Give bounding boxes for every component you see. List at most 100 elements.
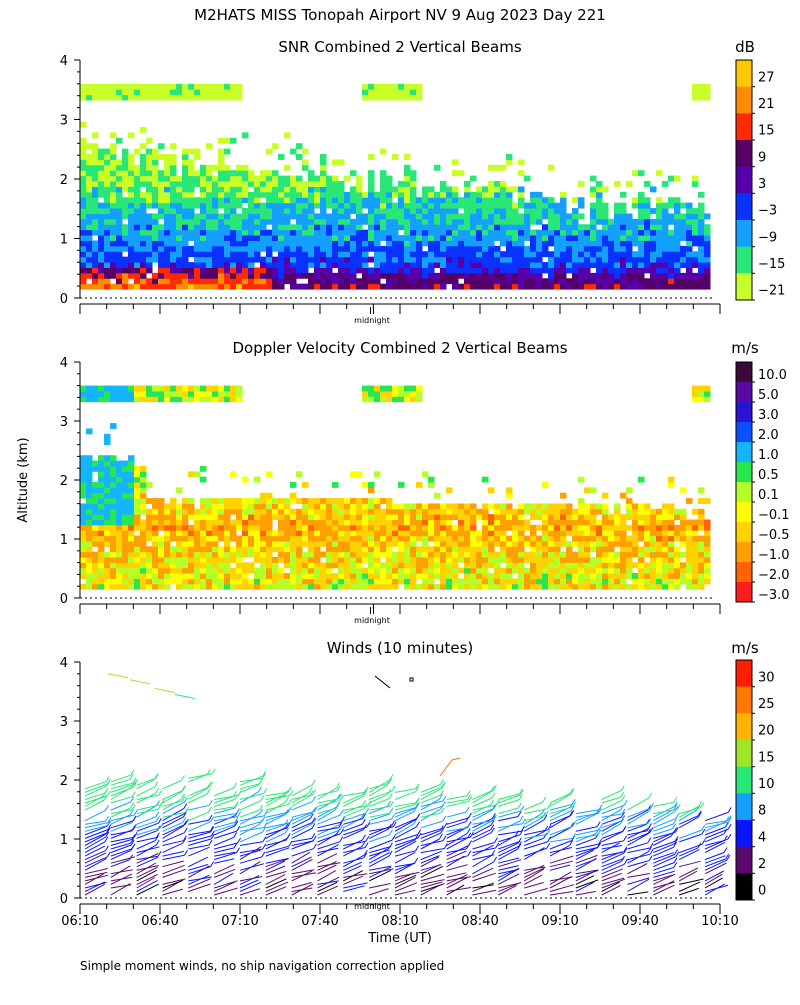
heat-cell [284,203,291,209]
heat-cell [338,235,345,241]
heat-cell [272,197,279,203]
heat-cell [362,278,369,284]
heat-cell [506,154,513,160]
heat-cell [698,208,705,214]
heat-cell [536,568,543,574]
heat-cell [662,284,669,290]
heat-cell [122,477,129,483]
heat-cell [140,197,147,203]
heat-cell [386,536,393,542]
heat-cell [644,578,651,584]
heat-cell [404,530,411,536]
heat-cell [656,170,663,176]
heat-cell [242,213,249,219]
wind-barb [550,794,571,806]
heat-cell [518,278,525,284]
heat-cell [158,84,165,90]
heat-cell [164,391,171,397]
heat-cell [422,262,429,268]
heat-cell [434,192,441,198]
heat-cell [536,509,543,515]
heat-cell [488,552,495,558]
heat-cell [524,573,531,579]
heat-cell [368,573,375,579]
heat-cell [392,89,399,95]
heat-cell [212,568,219,574]
heat-cell [362,557,369,563]
heat-cell [182,278,189,284]
heat-cell [590,509,597,515]
heat-cell [560,262,567,268]
heat-cell [446,503,453,509]
heat-cell [224,541,231,547]
wind-barb [524,830,548,835]
heat-cell [374,284,381,290]
heat-cell [422,568,429,574]
heat-cell [416,520,423,526]
heat-cell [410,568,417,574]
heat-cell [284,213,291,219]
heat-cell [596,267,603,273]
heat-cell [134,246,141,252]
heat-cell [140,584,147,590]
heat-cell [518,562,525,568]
heat-cell [122,89,129,95]
heat-cell [440,568,447,574]
heat-cell [296,525,303,531]
heat-cell [536,192,543,198]
heat-cell [482,192,489,198]
heat-cell [212,208,219,214]
heat-cell [656,230,663,236]
heat-cell [116,471,123,477]
heat-cell [332,503,339,509]
heat-cell [416,584,423,590]
heat-cell [152,546,159,552]
heat-cell [608,230,615,236]
heat-cell [332,257,339,263]
heat-cell [410,176,417,182]
heat-cell [662,203,669,209]
heat-cell [674,284,681,290]
heat-cell [446,186,453,192]
heat-cell [686,546,693,552]
heat-cell [422,520,429,526]
heat-cell [386,525,393,531]
heat-cell [158,391,165,397]
heat-cell [482,213,489,219]
heat-cell [680,262,687,268]
heat-cell [332,273,339,279]
heat-cell [470,278,477,284]
heat-cell [374,219,381,225]
heat-cell [608,562,615,568]
heat-cell [248,257,255,263]
heat-cell [206,213,213,219]
heat-cell [278,224,285,230]
heat-cell [170,181,177,187]
heat-cell [464,219,471,225]
heat-cell [368,482,375,488]
heat-cell [236,386,243,392]
heat-cell [578,278,585,284]
wind-barb-flag [548,837,551,842]
heat-cell [572,514,579,520]
heat-cell [614,536,621,542]
heat-cell [128,386,135,392]
heat-cell [506,573,513,579]
heat-cell [284,525,291,531]
heat-cell [512,530,519,536]
heat-cell [266,520,273,526]
heat-cell [98,525,105,531]
heat-cell [386,262,393,268]
heat-cell [290,267,297,273]
heat-cell [482,546,489,552]
heat-cell [104,386,111,392]
heat-cell [146,546,153,552]
heat-cell [590,192,597,198]
heat-cell [512,525,519,531]
heat-cell [104,493,111,499]
heat-cell [158,154,165,160]
heat-cell [302,530,309,536]
heat-cell [380,170,387,176]
heat-cell [164,514,171,520]
heat-cell [500,267,507,273]
